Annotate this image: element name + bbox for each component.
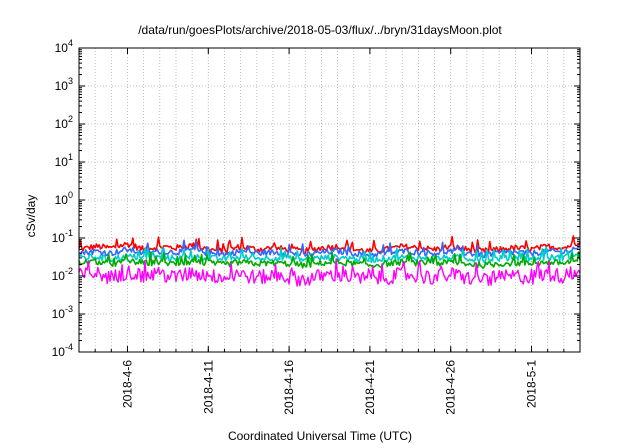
y-tick-label: 100 xyxy=(55,190,73,207)
y-tick-label: 10-2 xyxy=(52,266,73,283)
gridlines xyxy=(79,48,580,352)
y-tick-label: 10-3 xyxy=(52,304,73,321)
y-tick-label: 10-4 xyxy=(52,342,73,359)
y-tick-label: 104 xyxy=(55,38,73,55)
y-tick-label: 101 xyxy=(55,152,73,169)
x-tick-label: 2018-5-1 xyxy=(525,360,539,408)
x-tick-label: 2018-4-21 xyxy=(363,360,377,415)
x-tick-label: 2018-4-11 xyxy=(201,360,215,414)
x-axis-label: Coordinated Universal Time (UTC) xyxy=(228,429,412,443)
series-line-4 xyxy=(78,251,581,270)
y-axis-label: cSv/day xyxy=(24,195,38,238)
series-line-5 xyxy=(78,258,581,287)
y-tick-label: 102 xyxy=(55,114,73,131)
series-group xyxy=(78,235,581,287)
x-tick-label: 2018-4-16 xyxy=(282,360,296,415)
y-tick-label: 10-1 xyxy=(52,228,73,245)
chart-title: /data/run/goesPlots/archive/2018-05-03/f… xyxy=(138,23,502,37)
y-tick-label: 103 xyxy=(55,76,73,93)
ticks: 10-4 10-3 10-2 10-1 100 101 102 103 104 2018-4-6 2… xyxy=(52,38,580,415)
series-line-3 xyxy=(78,246,581,264)
x-tick-label: 2018-4-6 xyxy=(120,360,134,408)
x-tick-label: 2018-4-26 xyxy=(444,360,458,415)
